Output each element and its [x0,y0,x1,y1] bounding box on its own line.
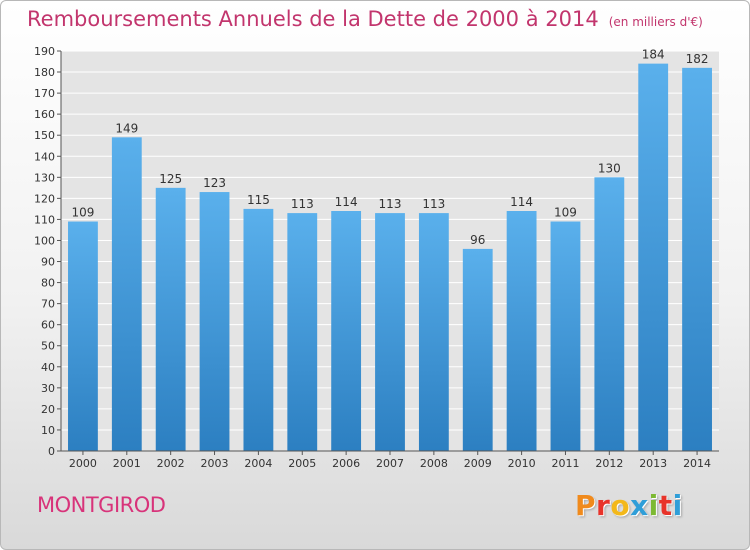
chart-subtitle: (en milliers d'€) [608,15,703,29]
bar-2004 [243,208,274,451]
y-tick-label: 100 [34,234,55,247]
bar-2003 [199,192,230,452]
x-tick-label-2006: 2006 [332,457,360,470]
y-tick-label: 70 [41,298,55,311]
bar-2002 [155,187,186,451]
data-label-2004: 115 [247,193,270,207]
bar-2009 [462,248,493,451]
logo-letter: o [610,489,631,522]
chart-title: Remboursements Annuels de la Dette de 20… [27,7,599,31]
x-tick-label-2001: 2001 [113,457,141,470]
bar-2013 [638,63,669,451]
x-tick-label-2013: 2013 [639,457,667,470]
data-label-2002: 125 [159,172,182,186]
data-label-2008: 113 [422,197,445,211]
y-tick-label: 90 [41,256,55,269]
y-axis: 0 10 20 30 40 50 60 70 80 90 100 110 120 130 140 150 160… [34,45,62,458]
logo-letter: t [658,489,673,522]
y-tick-label: 140 [34,150,55,163]
data-labels: 109 149 125 123 115 113 114 113 113 96 114 109 130 18… [71,48,708,247]
bar-2000 [68,221,98,451]
y-tick-label: 60 [41,319,55,332]
y-tick-label: 0 [48,445,55,458]
y-tick-label: 80 [41,277,55,290]
title-row: Remboursements Annuels de la Dette de 20… [27,7,703,31]
logo-letter: x [630,489,649,522]
x-tick-label-2008: 2008 [420,457,448,470]
data-label-2003: 123 [203,176,226,190]
bar-2012 [594,177,625,451]
y-tick-label: 170 [34,87,55,100]
data-label-2010: 114 [510,195,533,209]
x-tick-label-2005: 2005 [288,457,316,470]
logo-letter: i [672,489,683,522]
commune-name: MONTGIROD [37,493,166,517]
y-tick-label: 10 [41,424,55,437]
data-label-2005: 113 [291,197,314,211]
data-label-2006: 114 [335,195,358,209]
bar-2005 [287,213,318,451]
y-tick-label: 40 [41,361,55,374]
y-tick-label: 50 [41,340,55,353]
y-tick-label: 130 [34,171,55,184]
logo-letter: P [575,489,597,522]
y-tick-label: 30 [41,382,55,395]
bar-2006 [331,211,362,451]
y-tick-label: 160 [34,108,55,121]
y-tick-label: 20 [41,403,55,416]
logo-letter: i [648,489,659,522]
logo-letter: r [596,489,611,522]
y-tick-label: 180 [34,66,55,79]
data-label-2007: 113 [379,197,402,211]
x-axis: 2000 2001 2002 2003 2004 2005 2006 2007 2008 2009… [61,450,719,470]
bar-2010 [506,211,537,451]
data-label-2012: 130 [598,161,621,175]
bar-2001 [111,137,142,451]
bar-2011 [550,221,581,451]
y-tick-label: 110 [34,213,55,226]
bars [68,63,712,452]
data-label-2011: 109 [554,206,577,220]
y-tick-label: 120 [34,192,55,205]
x-tick-label-2004: 2004 [244,457,272,470]
data-label-2009: 96 [470,233,485,247]
x-tick-label-2012: 2012 [595,457,623,470]
y-tick-label: 190 [34,45,55,58]
x-tick-label-2010: 2010 [508,457,536,470]
x-tick-label-2007: 2007 [376,457,404,470]
data-label-2013: 184 [642,48,665,62]
bar-2007 [375,213,405,451]
bar-2008 [418,213,449,451]
data-label-2000: 109 [71,206,94,220]
x-tick-label-2003: 2003 [201,457,229,470]
data-label-2014: 182 [686,52,709,66]
proxiti-logo[interactable]: Proxiti [575,489,683,522]
data-label-2001: 149 [115,121,138,135]
y-tick-label: 150 [34,129,55,142]
x-tick-label-2000: 2000 [69,457,97,470]
x-tick-label-2014: 2014 [683,457,711,470]
x-tick-label-2002: 2002 [157,457,185,470]
x-tick-label-2011: 2011 [551,457,579,470]
bar-2014 [682,67,712,451]
x-tick-label-2009: 2009 [464,457,492,470]
